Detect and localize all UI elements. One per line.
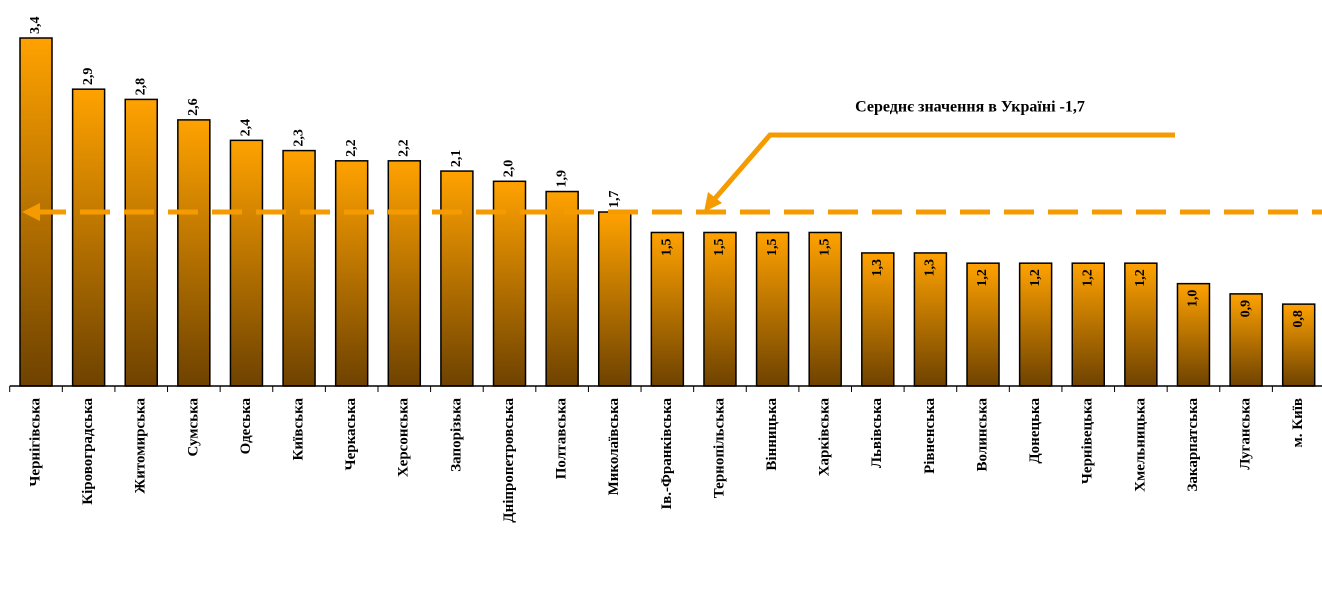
x-tick-label: Львівська (869, 398, 885, 469)
data-label: 2,1 (449, 150, 464, 168)
x-tick-label: Київська (291, 398, 307, 461)
data-label: 0,8 (1291, 310, 1306, 328)
bar (703, 231, 737, 387)
data-label: 2,2 (344, 139, 359, 157)
x-tick-label: Чернігівська (27, 398, 43, 487)
x-tick-label: Черкаська (343, 398, 359, 471)
x-tick-label: Кіровоградська (80, 398, 96, 505)
x-tick-label: Донецька (1027, 398, 1043, 464)
x-tick-label: Ів.-Франківська (659, 398, 675, 510)
data-label: 2,0 (502, 160, 517, 178)
bar (282, 149, 316, 387)
data-label: 1,5 (712, 238, 727, 256)
x-tick-label: Полтавська (554, 398, 570, 480)
x-tick-label: Хмельницька (1132, 398, 1148, 492)
data-label: 1,9 (554, 170, 569, 188)
bar (808, 231, 842, 387)
x-tick-label: Чернівецька (1080, 398, 1096, 485)
x-tick-label: м. Київ (1290, 398, 1306, 448)
data-label: 3,4 (28, 17, 43, 35)
bar (913, 252, 948, 387)
x-tick-label: Житомирська (133, 398, 149, 494)
data-label: 1,2 (1028, 269, 1043, 287)
data-label: 1,0 (1186, 290, 1201, 308)
annotation-arrow (710, 132, 1175, 204)
data-label: 2,4 (239, 119, 254, 136)
data-label: 1,2 (1080, 269, 1095, 287)
data-label: 1,2 (1133, 269, 1148, 287)
x-tick-label: Сумська (185, 398, 201, 457)
data-label: 0,9 (1238, 300, 1253, 318)
data-label: 1,3 (870, 259, 885, 277)
bar (229, 139, 264, 387)
average-label: Середнє значення в Україні -1,7 (855, 99, 1085, 116)
data-label: 2,6 (186, 98, 201, 116)
x-tick-label: Дніпропетровська (501, 398, 517, 523)
bar (597, 211, 632, 387)
bar (1124, 262, 1158, 387)
bar (440, 170, 474, 387)
x-tick-label: Одеська (238, 398, 254, 455)
data-label: 1,3 (923, 259, 938, 277)
data-label: 1,2 (975, 269, 990, 287)
data-label: 2,8 (133, 78, 148, 96)
bar (1018, 262, 1053, 387)
x-tick-label: Луганська (1238, 398, 1254, 470)
x-tick-label: Закарпатська (1185, 398, 1201, 492)
bar (387, 160, 422, 387)
bar (545, 190, 579, 387)
data-label: 1,5 (765, 238, 780, 256)
bar (334, 160, 369, 387)
x-tick-label: Запорізька (448, 398, 464, 472)
data-label: 2,9 (81, 68, 96, 86)
data-label: 2,2 (397, 139, 412, 157)
bar (177, 119, 211, 387)
x-tick-label: Рівненська (922, 398, 938, 474)
data-label: 1,7 (607, 191, 622, 209)
bar (124, 98, 158, 387)
x-tick-label: Миколаївська (606, 398, 622, 496)
x-tick-label: Харківська (817, 398, 833, 477)
data-label: 1,5 (817, 238, 832, 256)
bar (1229, 293, 1263, 387)
bar (71, 88, 106, 387)
bar (1071, 262, 1105, 387)
x-tick-label: Волинська (974, 398, 990, 472)
x-tick-label: Вінницька (764, 398, 780, 471)
annotation-arrowhead (704, 192, 722, 212)
data-label: 1,5 (660, 238, 675, 256)
x-tick-label: Тернопільська (711, 398, 727, 499)
bar (492, 180, 527, 387)
data-label: 2,3 (291, 129, 306, 147)
x-tick-label: Херсонська (396, 398, 412, 478)
average-arrowhead (22, 203, 40, 221)
